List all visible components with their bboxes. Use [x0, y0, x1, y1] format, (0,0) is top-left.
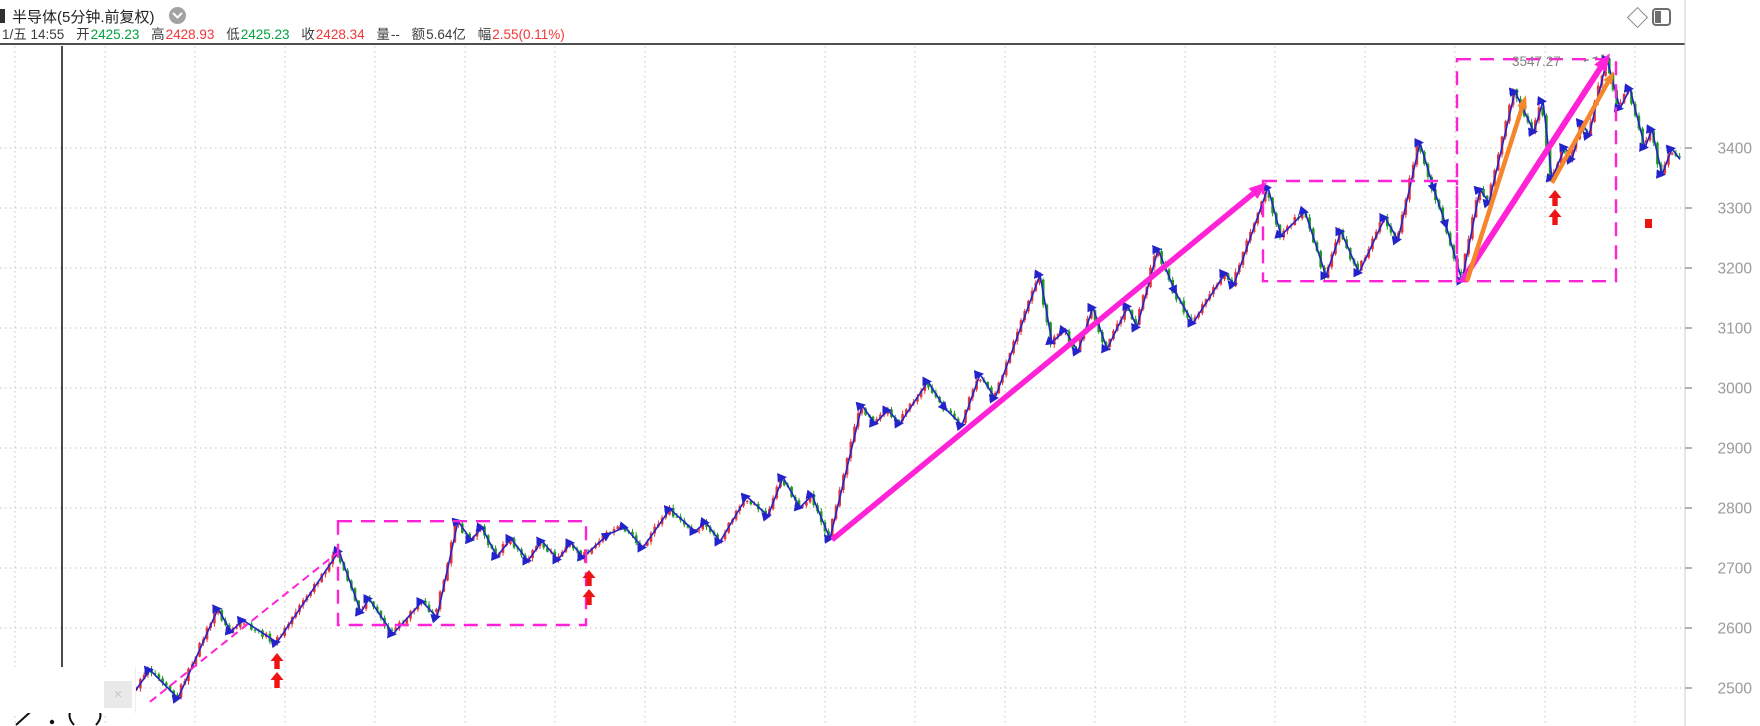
ohlc-info-bar: 1/五 14:55 开2425.23 高2428.93 低2425.23 收24…	[1, 23, 573, 43]
buy-signal-arrows	[1548, 190, 1562, 225]
zigzag-overlay-line	[132, 54, 1681, 704]
trend-arrow[interactable]	[1464, 95, 1527, 282]
consolidation-box[interactable]	[336, 520, 588, 627]
dashed-trendline[interactable]	[149, 552, 338, 703]
clipped-text-fragment	[0, 9, 5, 23]
chart-title: 半导体(5分钟.前复权)	[12, 9, 155, 26]
consolidation-box[interactable]	[1261, 179, 1459, 283]
axis-label: 3400	[1718, 141, 1753, 158]
close-icon[interactable]: ×	[104, 681, 132, 708]
candlestick-series	[131, 57, 1681, 700]
info-open: 开2425.23	[76, 27, 140, 42]
price-axis-labels: 3400 3300 3200 3100 3000 2900 2800 2700 2600 2500	[1685, 141, 1752, 698]
info-amount: 额5.64亿	[411, 27, 466, 42]
info-high: 高2428.93	[151, 27, 215, 42]
diamond-icon[interactable]	[1626, 6, 1649, 28]
axis-label: 2700	[1718, 561, 1753, 578]
axis-label: 3100	[1718, 321, 1753, 338]
axis-label: 2500	[1718, 681, 1753, 698]
split-pane-fill	[1655, 11, 1661, 23]
axis-label: 2900	[1718, 441, 1753, 458]
trend-arrow[interactable]	[1550, 71, 1614, 184]
high-price-callout: 3547.27	[1512, 54, 1605, 69]
gridlines	[0, 46, 1685, 726]
info-low: 低2425.23	[226, 27, 290, 42]
info-datetime: 1/五 14:55	[2, 27, 65, 42]
floating-panel: ×	[0, 667, 136, 713]
trend-arrow[interactable]	[1459, 53, 1610, 283]
svg-text:3547.27: 3547.27	[1512, 54, 1561, 69]
axis-label: 3200	[1718, 261, 1753, 278]
split-pane-icon[interactable]	[1652, 8, 1671, 26]
info-range: 幅2.55(0.11%)	[477, 27, 565, 42]
trend-arrow[interactable]	[830, 182, 1267, 542]
chart-header: 半导体(5分钟.前复权) 1/五 14:55 开2425.23 高2428.93…	[0, 0, 1760, 44]
axis-label: 2600	[1718, 621, 1753, 638]
axis-label: 3300	[1718, 201, 1753, 218]
axis-label: 3000	[1718, 381, 1753, 398]
info-volume: 量--	[376, 27, 400, 42]
price-marker	[1645, 219, 1652, 228]
chevron-down-icon[interactable]	[169, 7, 186, 24]
buy-signal-arrows	[582, 570, 596, 605]
axis-label: 2800	[1718, 501, 1753, 518]
info-close: 收2428.34	[301, 27, 365, 42]
buy-signal-arrows	[270, 653, 284, 688]
consolidation-box[interactable]	[1455, 58, 1618, 283]
